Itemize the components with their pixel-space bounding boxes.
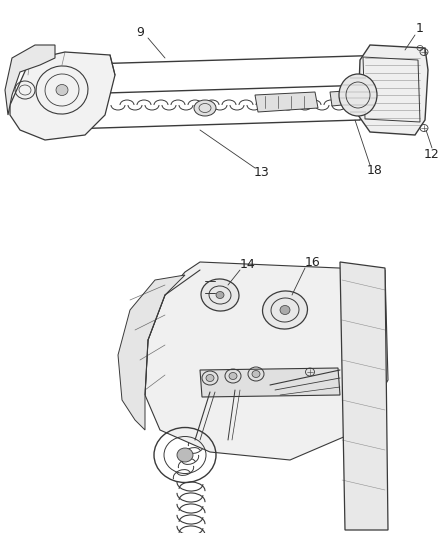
- Text: 18: 18: [366, 164, 382, 176]
- Polygon shape: [329, 90, 361, 106]
- Ellipse shape: [262, 291, 307, 329]
- Ellipse shape: [338, 74, 376, 116]
- Ellipse shape: [205, 375, 213, 382]
- Polygon shape: [339, 262, 387, 530]
- Ellipse shape: [56, 85, 68, 95]
- Polygon shape: [200, 368, 339, 397]
- Ellipse shape: [279, 305, 290, 314]
- Ellipse shape: [251, 370, 259, 377]
- Polygon shape: [145, 262, 387, 460]
- Text: 13: 13: [254, 166, 269, 179]
- Ellipse shape: [177, 448, 193, 462]
- Polygon shape: [118, 275, 184, 430]
- Text: 12: 12: [423, 149, 438, 161]
- Ellipse shape: [194, 100, 215, 116]
- Text: 14: 14: [240, 257, 255, 271]
- Polygon shape: [254, 92, 317, 112]
- Text: 1: 1: [415, 21, 423, 35]
- Polygon shape: [10, 52, 115, 140]
- Polygon shape: [357, 45, 427, 135]
- Polygon shape: [5, 45, 55, 115]
- Ellipse shape: [229, 373, 237, 379]
- Ellipse shape: [215, 292, 223, 298]
- Text: 16: 16: [304, 255, 320, 269]
- Text: 9: 9: [136, 26, 144, 38]
- Ellipse shape: [201, 279, 238, 311]
